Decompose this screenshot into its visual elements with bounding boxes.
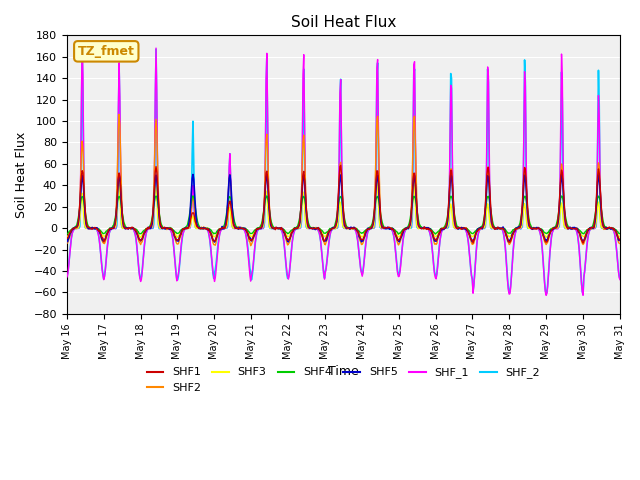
- SHF2: [428, 232, 436, 238]
- Line: SHF_2: SHF_2: [67, 48, 620, 294]
- SHF5: [428, 231, 436, 237]
- SHF4: [395, 231, 403, 237]
- Line: SHF3: SHF3: [67, 182, 620, 237]
- SHF5: [186, 213, 194, 218]
- SHF4: [428, 228, 436, 234]
- SHF4: [73, 222, 81, 228]
- SHF1: [186, 221, 194, 227]
- SHF3: [616, 234, 624, 240]
- SHF_2: [412, 156, 419, 161]
- SHF_2: [131, 229, 138, 235]
- SHF4: [189, 193, 197, 199]
- X-axis label: Time: Time: [328, 365, 359, 378]
- Text: TZ_fmet: TZ_fmet: [78, 45, 134, 58]
- SHF_1: [412, 127, 419, 133]
- SHF4: [186, 209, 194, 215]
- SHF2: [63, 240, 70, 246]
- SHF4: [412, 200, 420, 206]
- Line: SHF1: SHF1: [67, 166, 620, 243]
- SHF_2: [579, 291, 587, 297]
- SHF3: [173, 234, 180, 240]
- SHF_2: [63, 273, 70, 279]
- SHF_2: [216, 230, 224, 236]
- SHF1: [73, 225, 81, 230]
- SHF_2: [78, 45, 86, 50]
- SHF1: [579, 240, 587, 246]
- SHF3: [63, 234, 70, 240]
- SHF2: [115, 111, 123, 117]
- SHF5: [616, 238, 624, 243]
- Legend: SHF1, SHF2, SHF3, SHF4, SHF5, SHF_1, SHF_2: SHF1, SHF2, SHF3, SHF4, SHF5, SHF_1, SHF…: [142, 363, 545, 397]
- SHF_2: [428, 239, 435, 245]
- Y-axis label: Soil Heat Flux: Soil Heat Flux: [15, 132, 28, 218]
- SHF5: [73, 224, 81, 230]
- SHF2: [247, 243, 255, 249]
- SHF4: [130, 225, 138, 231]
- SHF4: [616, 231, 624, 237]
- SHF2: [187, 215, 195, 220]
- SHF5: [211, 239, 218, 245]
- Line: SHF5: SHF5: [67, 174, 620, 242]
- SHF3: [73, 225, 81, 231]
- SHF_1: [78, 39, 86, 45]
- SHF_1: [428, 240, 435, 246]
- SHF1: [63, 235, 70, 241]
- Line: SHF4: SHF4: [67, 196, 620, 234]
- Title: Soil Heat Flux: Soil Heat Flux: [291, 15, 396, 30]
- SHF5: [63, 239, 70, 244]
- SHF1: [412, 179, 419, 184]
- SHF_1: [187, 220, 195, 226]
- SHF_1: [63, 275, 70, 280]
- SHF4: [63, 231, 70, 237]
- SHF4: [216, 227, 224, 232]
- SHF_1: [616, 277, 624, 283]
- SHF_1: [542, 292, 550, 298]
- Line: SHF_1: SHF_1: [67, 42, 620, 295]
- SHF1: [337, 163, 344, 168]
- SHF_2: [73, 226, 81, 231]
- SHF_2: [616, 276, 624, 282]
- Line: SHF2: SHF2: [67, 114, 620, 246]
- SHF3: [412, 216, 420, 222]
- SHF5: [217, 226, 225, 232]
- SHF1: [215, 227, 223, 232]
- SHF3: [216, 227, 224, 232]
- SHF_1: [73, 226, 81, 231]
- SHF1: [428, 228, 435, 234]
- SHF_1: [216, 230, 224, 236]
- SHF1: [616, 238, 624, 243]
- SHF2: [616, 241, 624, 247]
- SHF3: [428, 229, 436, 235]
- SHF_1: [131, 229, 138, 235]
- SHF5: [130, 226, 138, 231]
- SHF_2: [187, 222, 195, 228]
- SHF3: [187, 221, 195, 227]
- SHF2: [131, 228, 138, 233]
- SHF1: [130, 226, 138, 231]
- SHF2: [412, 169, 420, 175]
- SHF5: [412, 194, 420, 200]
- SHF3: [410, 179, 418, 185]
- SHF5: [189, 171, 197, 177]
- SHF3: [130, 225, 138, 231]
- SHF2: [73, 226, 81, 231]
- SHF2: [216, 227, 224, 233]
